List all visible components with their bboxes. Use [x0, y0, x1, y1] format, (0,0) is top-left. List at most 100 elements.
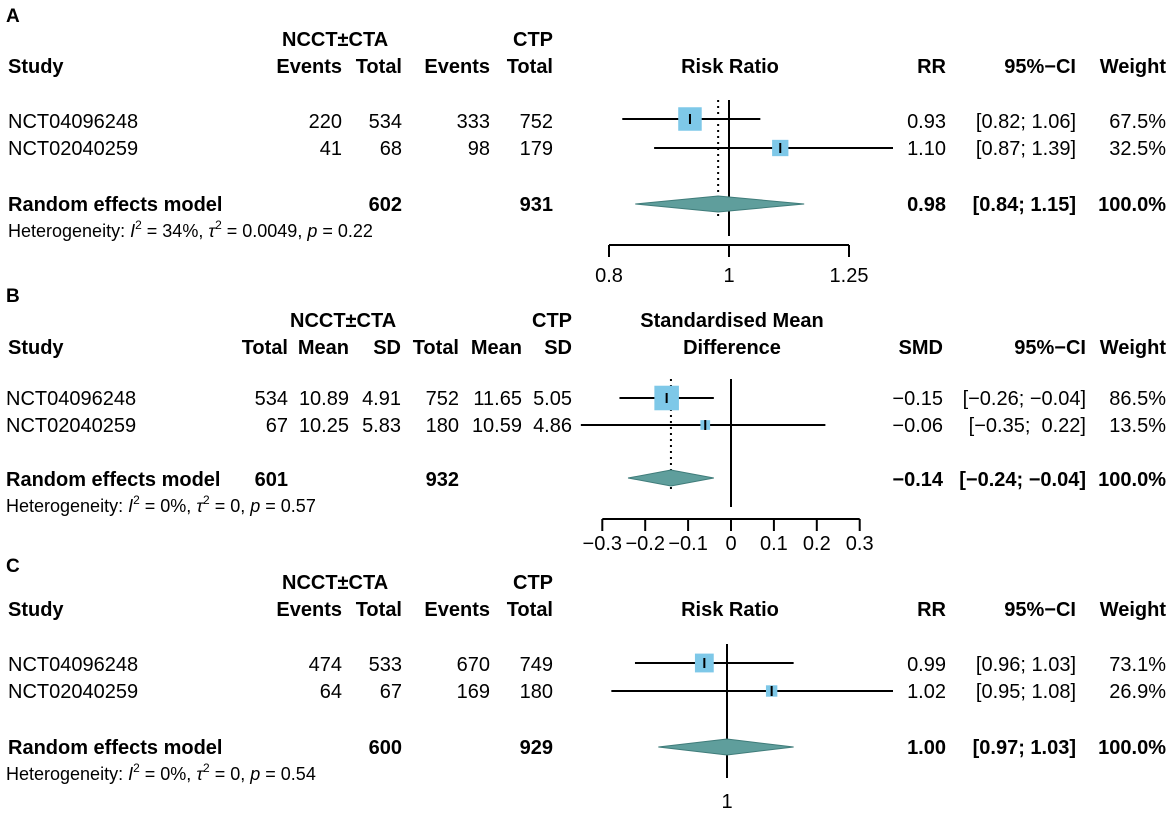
heterogeneity-text: Heterogeneity: I2 = 0%, τ2 = 0, p = 0.57	[6, 493, 316, 516]
col-study-header: Study	[8, 56, 64, 78]
col-weight-header: Weight	[1099, 599, 1166, 621]
col-est-header: RR	[917, 599, 946, 621]
cell-sd2: 4.86	[533, 415, 572, 437]
cell-total1: 533	[368, 654, 402, 676]
cell-total1: 534	[254, 388, 288, 410]
group2-header: CTP	[513, 29, 553, 51]
plot-header: Risk Ratio	[681, 599, 779, 621]
col-est-header: RR	[917, 56, 946, 78]
cell-ci: [0.82; 1.06]	[975, 111, 1076, 133]
cell-total2: 752	[519, 111, 553, 133]
pooled-diamond	[635, 195, 805, 213]
cell-ci: [0.87; 1.39]	[975, 138, 1076, 160]
x-axis-tick-label: 1	[723, 265, 734, 287]
plot-header-line1: Standardised Mean	[640, 310, 824, 332]
cell-events2: 333	[456, 111, 490, 133]
cell-est: 1.10	[907, 138, 946, 160]
pooled-diamond	[627, 469, 714, 487]
pooled-diamond	[658, 738, 794, 756]
col-total1-header: Total	[241, 337, 288, 359]
cell-weight: 32.5%	[1109, 138, 1166, 160]
group2-header: CTP	[513, 572, 553, 594]
cell-events2: 169	[456, 681, 490, 703]
x-axis-tick-label: 0.1	[760, 533, 788, 555]
cell-mean1: 10.89	[298, 388, 349, 410]
col-ci-header: 95%−CI	[1004, 56, 1076, 78]
pooled-ci: [−0.24; −0.04]	[959, 469, 1086, 491]
cell-total2: 180	[425, 415, 459, 437]
pooled-weight: 100.0%	[1098, 194, 1166, 216]
study-name: NCT02040259	[8, 138, 139, 160]
study-name: NCT02040259	[8, 681, 139, 703]
cell-est: 0.99	[907, 654, 946, 676]
group1-header: NCCT±CTA	[290, 310, 397, 332]
col-events1-header: Events	[276, 599, 342, 621]
col-events2-header: Events	[424, 56, 490, 78]
cell-weight: 73.1%	[1109, 654, 1166, 676]
col-events2-header: Events	[424, 599, 490, 621]
panel-label-a: A	[6, 6, 20, 27]
cell-ci: [−0.35; 0.22]	[968, 415, 1086, 437]
cell-events1: 41	[319, 138, 342, 160]
study-name: NCT04096248	[8, 654, 139, 676]
col-total1-header: Total	[355, 599, 402, 621]
col-mean1-header: Mean	[297, 337, 349, 359]
plot-header: Risk Ratio	[681, 56, 779, 78]
cell-events2: 98	[467, 138, 490, 160]
col-study-header: Study	[8, 599, 64, 621]
study-name: NCT02040259	[6, 415, 137, 437]
col-mean2-header: Mean	[470, 337, 522, 359]
heterogeneity-text: Heterogeneity: I2 = 0%, τ2 = 0, p = 0.54	[6, 761, 316, 784]
cell-sd1: 5.83	[362, 415, 401, 437]
cell-est: 0.93	[907, 111, 946, 133]
pooled-weight: 100.0%	[1098, 737, 1166, 759]
pooled-total1: 601	[254, 469, 288, 491]
cell-total2: 180	[519, 681, 553, 703]
pooled-est: 1.00	[907, 737, 946, 759]
col-total2-header: Total	[412, 337, 459, 359]
col-total2-header: Total	[506, 56, 553, 78]
cell-total2: 752	[425, 388, 459, 410]
pooled-total2: 929	[519, 737, 553, 759]
col-weight-header: Weight	[1099, 56, 1166, 78]
panel-label-c: C	[6, 556, 20, 577]
col-est-header: SMD	[898, 337, 943, 359]
col-total1-header: Total	[355, 56, 402, 78]
cell-weight: 13.5%	[1109, 415, 1166, 437]
pooled-label: Random effects model	[8, 194, 223, 216]
cell-total1: 68	[379, 138, 402, 160]
cell-sd2: 5.05	[533, 388, 572, 410]
cell-sd1: 4.91	[362, 388, 401, 410]
pooled-ci: [0.84; 1.15]	[972, 194, 1076, 216]
cell-mean1: 10.25	[298, 415, 349, 437]
group1-header: NCCT±CTA	[282, 572, 389, 594]
cell-events2: 670	[456, 654, 490, 676]
plot-header-line2: Difference	[683, 337, 781, 359]
pooled-label: Random effects model	[8, 737, 223, 759]
cell-weight: 26.9%	[1109, 681, 1166, 703]
cell-est: −0.06	[892, 415, 943, 437]
x-axis-tick-label: −0.2	[625, 533, 664, 555]
x-axis-tick-label: 0.3	[846, 533, 874, 555]
cell-events1: 474	[308, 654, 342, 676]
x-axis-tick-label: 0.8	[595, 265, 623, 287]
heterogeneity-text: Heterogeneity: I2 = 34%, τ2 = 0.0049, p …	[8, 218, 373, 241]
x-axis-tick-label: −0.3	[583, 533, 622, 555]
x-axis-tick-label: 0.2	[803, 533, 831, 555]
col-study-header: Study	[8, 337, 64, 359]
cell-events1: 220	[308, 111, 342, 133]
x-axis-tick-label: 0	[725, 533, 736, 555]
cell-est: 1.02	[907, 681, 946, 703]
pooled-label: Random effects model	[6, 469, 221, 491]
pooled-est: −0.14	[892, 469, 943, 491]
cell-total1: 67	[265, 415, 288, 437]
col-ci-header: 95%−CI	[1014, 337, 1086, 359]
x-axis-tick-label: −0.1	[668, 533, 707, 555]
pooled-ci: [0.97; 1.03]	[972, 737, 1076, 759]
pooled-est: 0.98	[907, 194, 946, 216]
study-name: NCT04096248	[6, 388, 137, 410]
cell-ci: [0.96; 1.03]	[975, 654, 1076, 676]
cell-weight: 86.5%	[1109, 388, 1166, 410]
cell-total1: 534	[368, 111, 402, 133]
cell-total2: 179	[519, 138, 553, 160]
